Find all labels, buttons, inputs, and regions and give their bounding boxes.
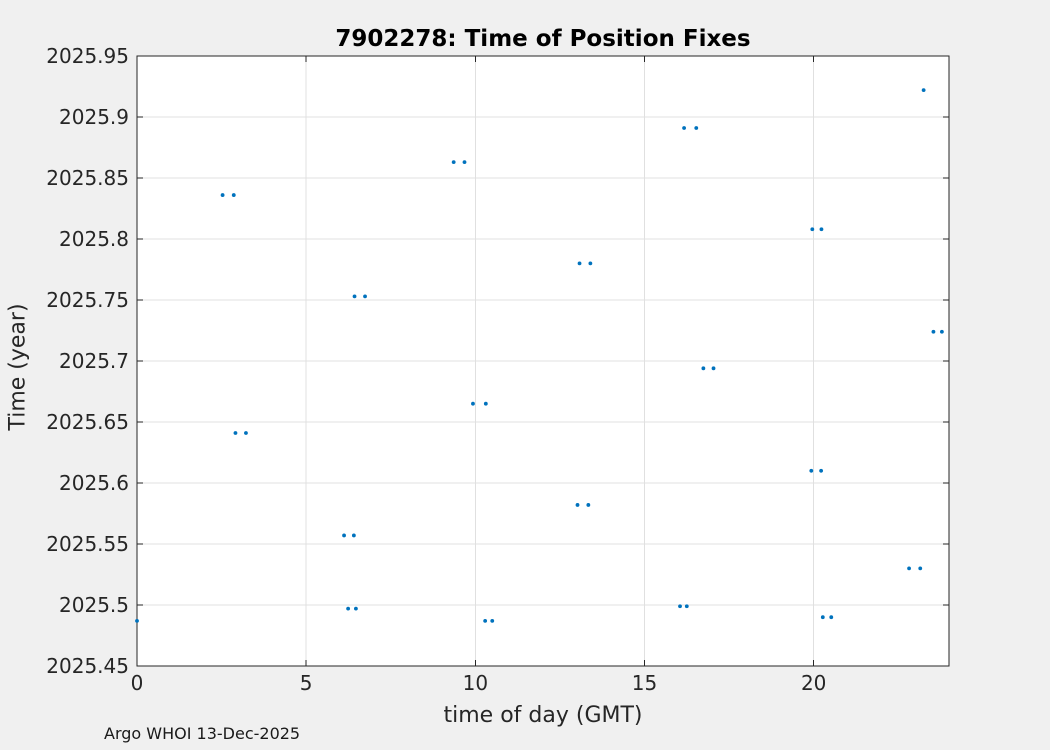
data-point <box>809 468 814 473</box>
footer-annotation: Argo WHOI 13-Dec-2025 <box>104 724 301 743</box>
y-tick-label: 2025.8 <box>59 227 129 251</box>
y-tick-label: 2025.9 <box>59 105 129 129</box>
data-point <box>586 503 591 507</box>
data-point <box>342 533 346 538</box>
data-point <box>354 606 358 611</box>
y-axis-label: Time (year) <box>5 303 31 431</box>
data-point <box>682 126 686 130</box>
y-tick-label: 2025.65 <box>46 410 129 434</box>
data-point <box>575 503 580 507</box>
data-point <box>233 431 238 435</box>
data-point <box>135 618 139 623</box>
data-point <box>471 401 475 406</box>
y-tick-label: 2025.7 <box>59 349 129 373</box>
data-point <box>819 468 824 473</box>
data-point <box>483 618 488 623</box>
y-tick-label: 2025.85 <box>46 166 129 190</box>
data-point <box>462 160 467 165</box>
data-point <box>820 615 825 620</box>
x-axis-label: time of day (GMT) <box>443 703 643 728</box>
data-point <box>921 88 926 93</box>
x-tick-label: 5 <box>300 671 313 695</box>
y-tick-label: 2025.6 <box>59 471 129 495</box>
data-point <box>483 401 488 406</box>
data-point <box>351 533 356 538</box>
data-point <box>931 329 936 334</box>
axes-frame <box>136 55 950 667</box>
data-point <box>451 160 456 165</box>
data-point <box>907 566 911 571</box>
data-point <box>694 126 699 130</box>
y-tick-label: 2025.95 <box>46 44 129 68</box>
y-tick-label: 2025.55 <box>46 532 129 556</box>
y-tick-label: 2025.45 <box>46 654 129 678</box>
y-tick-label: 2025.5 <box>59 593 129 617</box>
data-point <box>244 431 248 435</box>
data-point <box>939 329 944 334</box>
x-tick-label: 10 <box>463 671 488 695</box>
data-point <box>346 606 351 611</box>
data-point <box>363 294 367 299</box>
data-point <box>684 604 689 609</box>
data-point <box>577 261 582 266</box>
data-point <box>588 261 593 266</box>
data-point <box>231 193 236 197</box>
data-point <box>711 366 716 371</box>
x-tick-label: 0 <box>131 671 144 695</box>
y-tick-label: 2025.75 <box>46 288 129 312</box>
data-point <box>678 604 682 609</box>
data-point <box>918 566 923 571</box>
data-point <box>220 193 225 197</box>
x-tick-label: 15 <box>632 671 657 695</box>
x-tick-label: 20 <box>801 671 826 695</box>
data-point <box>701 366 706 371</box>
data-point <box>810 227 815 232</box>
data-point <box>352 294 357 299</box>
data-point <box>829 615 834 620</box>
data-point <box>490 618 495 623</box>
data-point <box>819 227 824 232</box>
chart-title: 7902278: Time of Position Fixes <box>335 26 751 52</box>
